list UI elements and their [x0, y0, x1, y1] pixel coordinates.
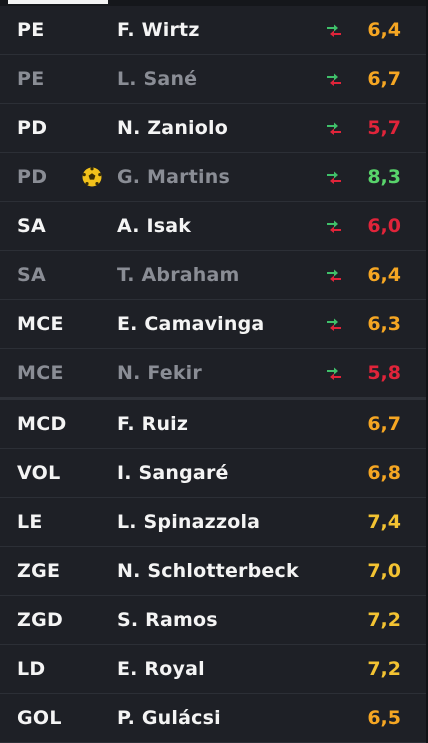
match-rating: 6,8 — [367, 462, 401, 484]
player-name: N. Schlotterbeck — [117, 560, 299, 582]
player-position: MCD — [17, 413, 67, 435]
substitution-icon — [327, 367, 341, 380]
player-row[interactable]: MCD F. Ruiz 6,7 — [0, 400, 428, 449]
match-rating: 7,4 — [367, 511, 401, 533]
match-rating: 7,2 — [367, 658, 401, 680]
player-name: T. Abraham — [117, 264, 240, 286]
top-tab-bar — [0, 0, 428, 6]
substitution-icon — [327, 220, 341, 233]
player-position: LD — [17, 658, 46, 680]
player-name: L. Sané — [117, 68, 198, 90]
player-ratings-list: PE F. Wirtz 6,4 PE L. Sané 6,7 PD N. Zaniolo 5,7… — [0, 6, 428, 743]
player-row[interactable]: ZGE N. Schlotterbeck 7,0 — [0, 547, 428, 596]
player-name: F. Wirtz — [117, 19, 200, 41]
match-rating: 7,0 — [367, 560, 401, 582]
player-position: ZGD — [17, 609, 64, 631]
active-tab-indicator[interactable] — [8, 0, 108, 4]
player-name: I. Sangaré — [117, 462, 229, 484]
player-name: E. Royal — [117, 658, 205, 680]
match-rating: 6,4 — [367, 19, 401, 41]
match-rating: 6,7 — [367, 413, 401, 435]
player-row[interactable]: SA A. Isak 6,0 — [0, 202, 428, 251]
match-rating: 6,7 — [367, 68, 401, 90]
player-row[interactable]: VOL I. Sangaré 6,8 — [0, 449, 428, 498]
match-rating: 5,8 — [367, 362, 401, 384]
player-name: E. Camavinga — [117, 313, 265, 335]
player-row[interactable]: ZGD S. Ramos 7,2 — [0, 596, 428, 645]
player-row[interactable]: MCE N. Fekir 5,8 — [0, 349, 428, 400]
player-position: MCE — [17, 362, 64, 384]
substitution-icon — [327, 318, 341, 331]
match-rating: 8,3 — [367, 166, 401, 188]
player-position: GOL — [17, 707, 62, 729]
player-position: PE — [17, 68, 45, 90]
player-position: SA — [17, 264, 46, 286]
player-name: N. Zaniolo — [117, 117, 228, 139]
player-position: MCE — [17, 313, 64, 335]
player-row[interactable]: LD E. Royal 7,2 — [0, 645, 428, 694]
player-row[interactable]: LE L. Spinazzola 7,4 — [0, 498, 428, 547]
substitution-icon — [327, 171, 341, 184]
player-position: SA — [17, 215, 46, 237]
player-position: PD — [17, 117, 48, 139]
match-rating: 7,2 — [367, 609, 401, 631]
player-row[interactable]: PE F. Wirtz 6,4 — [0, 6, 428, 55]
player-name: S. Ramos — [117, 609, 218, 631]
player-position: PE — [17, 19, 45, 41]
substitution-icon — [327, 73, 341, 86]
player-name: L. Spinazzola — [117, 511, 261, 533]
player-position: PD — [17, 166, 48, 188]
player-name: G. Martins — [117, 166, 230, 188]
match-rating: 6,4 — [367, 264, 401, 286]
match-rating: 5,7 — [367, 117, 401, 139]
substitution-icon — [327, 24, 341, 37]
goal-ball-icon — [82, 167, 102, 187]
player-row[interactable]: PD G. Martins 8,3 — [0, 153, 428, 202]
player-name: N. Fekir — [117, 362, 202, 384]
match-rating: 6,5 — [367, 707, 401, 729]
substitution-icon — [327, 122, 341, 135]
player-position: VOL — [17, 462, 61, 484]
player-position: LE — [17, 511, 43, 533]
match-rating: 6,3 — [367, 313, 401, 335]
player-row[interactable]: SA T. Abraham 6,4 — [0, 251, 428, 300]
player-position: ZGE — [17, 560, 61, 582]
player-row[interactable]: MCE E. Camavinga 6,3 — [0, 300, 428, 349]
player-name: F. Ruiz — [117, 413, 189, 435]
player-row[interactable]: PE L. Sané 6,7 — [0, 55, 428, 104]
match-rating: 6,0 — [367, 215, 401, 237]
right-edge-divider — [426, 0, 428, 743]
player-row[interactable]: PD N. Zaniolo 5,7 — [0, 104, 428, 153]
player-name: A. Isak — [117, 215, 192, 237]
player-row[interactable]: GOL P. Gulácsi 6,5 — [0, 694, 428, 743]
substitution-icon — [327, 269, 341, 282]
player-name: P. Gulácsi — [117, 707, 221, 729]
